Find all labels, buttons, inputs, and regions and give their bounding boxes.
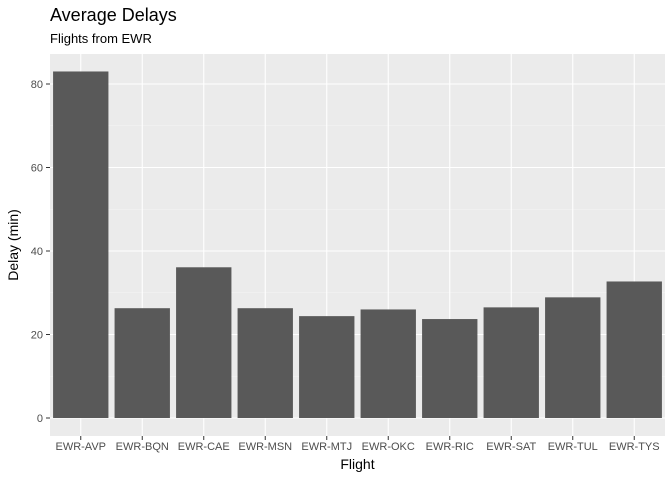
x-tick-label: EWR-MSN <box>238 441 292 453</box>
chart-subtitle: Flights from EWR <box>50 31 152 46</box>
x-tick-label: EWR-TUL <box>548 441 598 453</box>
x-tick-label: EWR-AVP <box>55 441 106 453</box>
x-axis: EWR-AVP EWR-BQN EWR-CAE EWR-MSN EWR-MTJ EWR-O… <box>55 436 660 453</box>
x-tick-label: EWR-SAT <box>486 441 536 453</box>
plot-panel <box>50 54 665 436</box>
bar-ewr-avp <box>53 71 109 418</box>
bar-ewr-okc <box>360 309 416 418</box>
x-tick-label: EWR-MTJ <box>301 441 352 453</box>
x-tick-label: EWR-TYS <box>609 441 660 453</box>
bar-ewr-sat <box>483 307 539 418</box>
y-tick-label: 40 <box>31 246 43 258</box>
x-tick-label: EWR-CAE <box>178 441 230 453</box>
chart-title: Average Delays <box>50 5 177 25</box>
bar-ewr-msn <box>237 308 293 418</box>
y-axis: 0 20 40 60 80 <box>31 79 50 425</box>
x-tick-label: EWR-BQN <box>116 441 169 453</box>
bar-ewr-cae <box>176 267 232 418</box>
y-tick-label: 60 <box>31 163 43 175</box>
bar-ewr-bqn <box>114 308 170 418</box>
y-tick-label: 0 <box>37 413 43 425</box>
x-tick-label: EWR-OKC <box>362 441 415 453</box>
x-tick-label: EWR-RIC <box>426 441 474 453</box>
y-axis-title: Delay (min) <box>5 209 21 281</box>
y-tick-label: 20 <box>31 330 43 342</box>
x-axis-title: Flight <box>340 456 374 472</box>
bar-ewr-ric <box>422 319 478 418</box>
bar-ewr-tul <box>545 297 601 418</box>
bar-ewr-tys <box>606 281 662 418</box>
bars <box>53 71 662 418</box>
y-tick-label: 80 <box>31 79 43 91</box>
bar-ewr-mtj <box>299 316 355 418</box>
